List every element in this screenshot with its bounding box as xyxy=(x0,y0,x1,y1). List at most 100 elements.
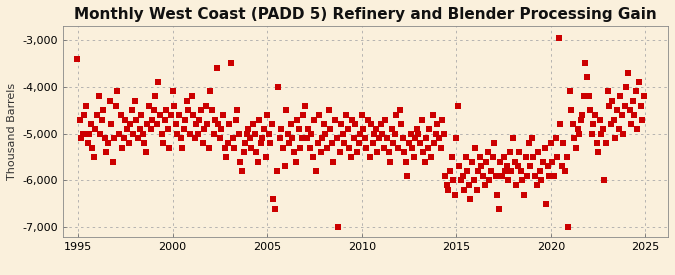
Point xyxy=(575,117,586,122)
Point xyxy=(287,136,298,141)
Point xyxy=(128,131,138,136)
Point xyxy=(587,131,597,136)
Point xyxy=(554,35,564,40)
Point xyxy=(134,127,145,131)
Point xyxy=(413,131,424,136)
Point xyxy=(626,122,637,127)
Point xyxy=(360,136,371,141)
Point xyxy=(375,122,386,127)
Point xyxy=(215,136,225,141)
Point xyxy=(165,113,176,117)
Point xyxy=(313,141,323,145)
Point xyxy=(123,141,134,145)
Point xyxy=(394,108,405,112)
Point xyxy=(342,127,353,131)
Point xyxy=(339,141,350,145)
Point xyxy=(441,183,452,187)
Point xyxy=(539,145,550,150)
Point xyxy=(407,145,418,150)
Point xyxy=(509,160,520,164)
Point xyxy=(624,108,635,112)
Point xyxy=(84,131,95,136)
Point xyxy=(464,183,475,187)
Point xyxy=(601,141,612,145)
Point xyxy=(111,103,122,108)
Point xyxy=(341,113,352,117)
Point xyxy=(286,122,296,127)
Point xyxy=(173,113,184,117)
Point xyxy=(276,127,287,131)
Point xyxy=(348,136,359,141)
Point xyxy=(328,160,339,164)
Point xyxy=(117,145,128,150)
Point xyxy=(608,117,619,122)
Point xyxy=(506,169,517,173)
Point xyxy=(621,85,632,89)
Point xyxy=(315,150,326,155)
Point xyxy=(178,127,189,131)
Point xyxy=(386,127,397,131)
Point xyxy=(289,150,300,155)
Point xyxy=(221,155,232,159)
Point xyxy=(243,127,254,131)
Point xyxy=(361,145,372,150)
Point xyxy=(310,169,321,173)
Point xyxy=(350,122,361,127)
Point xyxy=(396,122,406,127)
Point xyxy=(344,145,354,150)
Point xyxy=(172,131,183,136)
Point xyxy=(457,174,468,178)
Point xyxy=(277,145,288,150)
Point xyxy=(235,160,246,164)
Point xyxy=(374,136,385,141)
Point xyxy=(450,192,460,197)
Point xyxy=(511,183,522,187)
Point xyxy=(481,160,491,164)
Point xyxy=(560,169,570,173)
Point xyxy=(437,117,448,122)
Point xyxy=(570,145,581,150)
Point xyxy=(112,89,123,94)
Point xyxy=(140,150,151,155)
Point xyxy=(234,131,244,136)
Point xyxy=(207,108,217,112)
Point xyxy=(263,131,274,136)
Point xyxy=(526,136,537,141)
Point xyxy=(298,113,309,117)
Point xyxy=(487,155,498,159)
Point xyxy=(294,127,304,131)
Point xyxy=(225,61,236,65)
Point xyxy=(518,192,529,197)
Point xyxy=(416,117,427,122)
Point xyxy=(71,56,82,61)
Point xyxy=(267,122,277,127)
Point xyxy=(563,225,574,230)
Point xyxy=(451,136,462,141)
Point xyxy=(156,131,167,136)
Point xyxy=(400,160,411,164)
Point xyxy=(296,136,307,141)
Point xyxy=(279,164,290,169)
Point xyxy=(620,103,630,108)
Point xyxy=(191,122,202,127)
Point xyxy=(424,127,435,131)
Point xyxy=(531,183,542,187)
Point xyxy=(612,108,622,112)
Point xyxy=(452,103,463,108)
Point xyxy=(98,108,109,112)
Point xyxy=(306,131,317,136)
Point xyxy=(582,75,593,80)
Point xyxy=(262,113,273,117)
Point xyxy=(498,155,509,159)
Point xyxy=(418,150,429,155)
Point xyxy=(281,108,292,112)
Point xyxy=(448,178,458,183)
Point xyxy=(113,131,124,136)
Point xyxy=(460,155,471,159)
Point xyxy=(512,164,523,169)
Point xyxy=(148,108,159,112)
Point xyxy=(404,141,414,145)
Point xyxy=(205,89,216,94)
Point xyxy=(572,127,583,131)
Point xyxy=(419,160,430,164)
